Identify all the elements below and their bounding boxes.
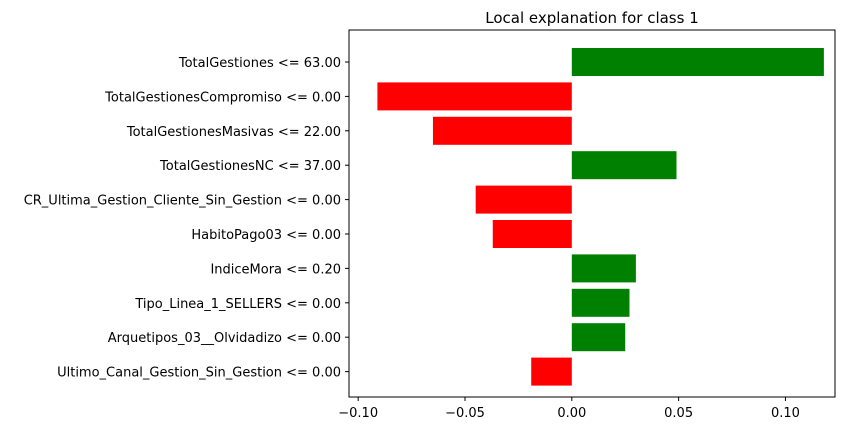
- y-tick-label: IndiceMora <= 0.20: [210, 262, 341, 277]
- x-tick-label: 0.00: [557, 406, 586, 421]
- x-ticks: −0.10 −0.05 0.00 0.05 0.10: [338, 397, 800, 421]
- x-tick-label: 0.10: [771, 406, 800, 421]
- bars-group: [377, 48, 824, 386]
- bar: [571, 323, 626, 352]
- bar: [571, 254, 636, 283]
- y-tick-labels: TotalGestiones <= 63.00 TotalGestionesCom…: [24, 56, 349, 381]
- y-tick-label: TotalGestiones <= 63.00: [178, 56, 341, 71]
- y-tick-label: TotalGestionesCompromiso <= 0.00: [104, 90, 341, 105]
- chart-title: Local explanation for class 1: [485, 9, 699, 27]
- bar: [571, 48, 824, 76]
- bar: [377, 82, 572, 111]
- y-tick-label: HabitoPago03 <= 0.00: [191, 228, 341, 243]
- bar: [531, 357, 572, 386]
- bar: [571, 151, 677, 180]
- bar: [432, 116, 572, 145]
- axes-frame: [348, 29, 836, 398]
- y-tick-label: CR_Ultima_Gestion_Cliente_Sin_Gestion <=…: [24, 194, 341, 209]
- y-tick-label: TotalGestionesMasivas <= 22.00: [126, 125, 341, 140]
- x-tick-label: 0.05: [664, 406, 693, 421]
- bar: [475, 185, 572, 214]
- y-tick-label: TotalGestionesNC <= 37.00: [159, 159, 341, 174]
- x-tick-label: −0.05: [445, 406, 485, 421]
- y-tick-label: Arquetipos_03__Olvidadizo <= 0.00: [108, 331, 341, 346]
- bar: [571, 288, 630, 317]
- y-tick-label: Ultimo_Canal_Gestion_Sin_Gestion <= 0.00: [57, 366, 341, 381]
- y-tick-label: Tipo_Linea_1_SELLERS <= 0.00: [134, 297, 341, 312]
- bar: [492, 220, 572, 248]
- x-tick-label: −0.10: [338, 406, 378, 421]
